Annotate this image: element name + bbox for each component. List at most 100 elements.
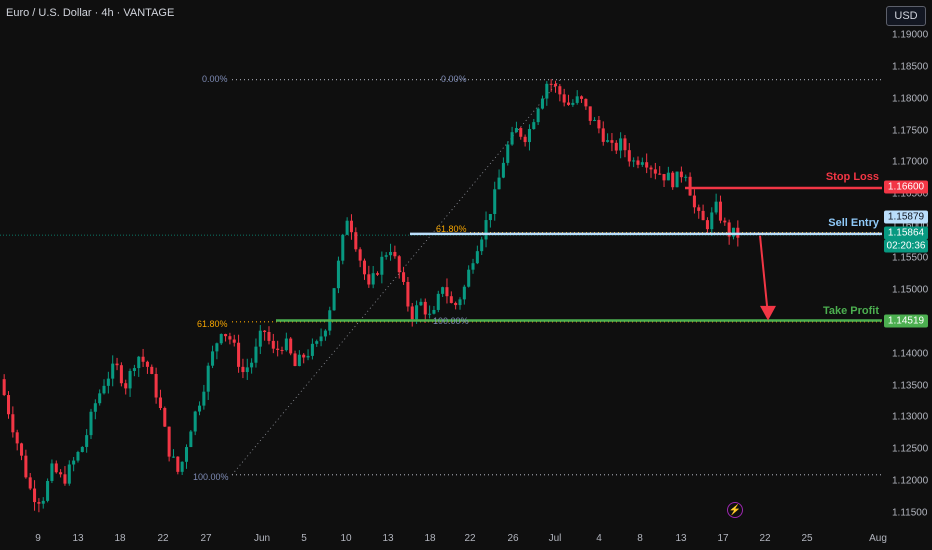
- time-tick-label: 22: [157, 533, 169, 544]
- time-tick-label: 13: [72, 533, 84, 544]
- countdown-badge: 02:20:36: [884, 239, 928, 253]
- lightning-icon[interactable]: ⚡: [727, 502, 743, 518]
- candle-body: [158, 397, 162, 409]
- candle-body: [697, 207, 701, 211]
- candle-body: [653, 169, 657, 174]
- price-tick-label: 1.11500: [892, 507, 928, 519]
- candle-body: [154, 373, 158, 398]
- candle-body: [601, 128, 605, 142]
- candle-body: [488, 213, 492, 221]
- candle-body: [571, 102, 575, 105]
- candle-body: [467, 269, 471, 287]
- time-tick-label: 9: [35, 533, 41, 544]
- candle-body: [545, 83, 549, 99]
- candle-body: [536, 108, 540, 123]
- candle-body: [171, 456, 175, 458]
- candle-body: [645, 162, 649, 168]
- candle-body: [237, 342, 241, 367]
- candle-body: [336, 260, 340, 289]
- candle-body: [475, 251, 479, 264]
- candle-body: [562, 94, 566, 103]
- candle-body: [193, 411, 197, 432]
- candle-body: [710, 212, 714, 230]
- candle-body: [614, 142, 618, 151]
- candle-body: [445, 287, 449, 297]
- candle-body: [367, 274, 371, 285]
- sell-entry-label: Sell Entry: [828, 217, 879, 229]
- candle-body: [501, 162, 505, 178]
- forecast-arrowhead: [760, 305, 776, 321]
- candle-body: [267, 332, 271, 341]
- candle-body: [627, 150, 631, 162]
- candle-body: [540, 98, 544, 109]
- time-tick-label: 22: [464, 533, 476, 544]
- fib-label-top-1: 0.00%: [202, 74, 228, 84]
- fib-trend-line: [231, 79, 561, 476]
- candle-body: [63, 474, 67, 484]
- candle-body: [202, 391, 206, 406]
- candle-body: [619, 138, 623, 151]
- candle-body: [714, 201, 718, 213]
- forecast-arrow-line: [759, 235, 769, 316]
- candle-body: [423, 301, 427, 315]
- candle-body: [15, 432, 19, 444]
- candle-body: [497, 177, 501, 190]
- candle-body: [692, 195, 696, 208]
- price-tick-label: 1.13500: [892, 380, 929, 392]
- candle-body: [306, 355, 310, 358]
- candle-body: [293, 353, 297, 367]
- candle-body: [519, 128, 523, 137]
- price-tick-label: 1.18500: [892, 61, 929, 73]
- candle-body: [514, 128, 518, 133]
- candle-body: [449, 296, 453, 303]
- candle-body: [723, 220, 727, 223]
- candle-body: [46, 480, 50, 501]
- stop-loss-price-badge: 1.16600: [884, 180, 928, 194]
- price-tick-label: 1.19000: [892, 29, 929, 41]
- candle-body: [41, 500, 45, 504]
- fib-label-618-lower: 61.80%: [197, 319, 228, 329]
- candle-body: [315, 341, 319, 344]
- candle-body: [297, 354, 301, 367]
- candle-body: [410, 306, 414, 320]
- candle-body: [549, 83, 553, 85]
- time-tick-label: 10: [340, 533, 352, 544]
- candle-body: [428, 313, 432, 315]
- candle-body: [510, 132, 514, 145]
- candle-body: [575, 96, 579, 103]
- candle-body: [241, 366, 245, 373]
- candle-body: [684, 176, 688, 178]
- candle-body: [180, 461, 184, 472]
- time-tick-label: 18: [114, 533, 126, 544]
- currency-button[interactable]: USD: [886, 6, 926, 26]
- candle-body: [471, 263, 475, 270]
- current-price-badge: 1.15864: [884, 226, 928, 240]
- candle-body: [705, 220, 709, 230]
- candle-body: [358, 249, 362, 261]
- candle-body: [606, 140, 610, 142]
- candle-body: [128, 370, 132, 389]
- candle-body: [375, 273, 380, 275]
- candle-body: [59, 472, 63, 475]
- candle-body: [85, 435, 89, 447]
- candle-body: [163, 408, 167, 427]
- candle-body: [567, 102, 571, 105]
- time-tick-label: 17: [717, 533, 729, 544]
- candle-body: [553, 83, 558, 87]
- candle-body: [102, 385, 106, 394]
- time-tick-label: 5: [301, 533, 307, 544]
- price-tick-label: 1.13000: [892, 411, 929, 423]
- candle-body: [132, 368, 136, 371]
- price-tick-label: 1.12500: [892, 443, 929, 455]
- candle-body: [258, 330, 262, 347]
- candle-body: [393, 251, 397, 257]
- candle-body: [54, 463, 58, 473]
- candle-body: [389, 251, 393, 256]
- candle-body: [310, 343, 314, 356]
- candle-body: [176, 456, 180, 472]
- candle-body: [224, 334, 228, 337]
- candle-body: [384, 255, 388, 257]
- take-profit-price-badge: 1.14519: [884, 314, 928, 328]
- time-tick-label: 22: [759, 533, 771, 544]
